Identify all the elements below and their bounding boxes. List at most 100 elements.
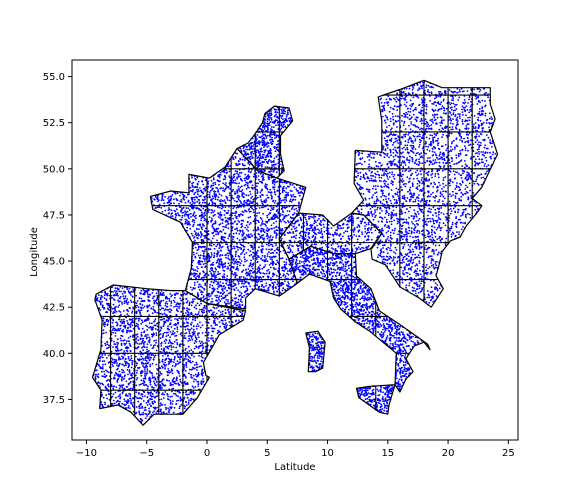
data-point <box>156 381 158 383</box>
data-point <box>197 267 200 270</box>
data-point <box>170 358 173 361</box>
data-point <box>240 276 243 278</box>
data-point <box>270 194 272 197</box>
data-point <box>207 292 210 295</box>
data-point <box>226 252 229 255</box>
data-point <box>119 324 122 327</box>
data-point <box>193 364 196 366</box>
data-point <box>208 243 211 245</box>
data-point <box>121 335 124 338</box>
data-point <box>244 236 247 239</box>
data-point <box>236 237 239 240</box>
data-point <box>186 300 189 302</box>
data-point <box>114 290 116 292</box>
data-point <box>148 349 150 352</box>
data-point <box>139 397 142 399</box>
data-point <box>221 254 224 257</box>
data-point <box>144 357 147 359</box>
data-point <box>152 377 154 379</box>
data-point <box>125 349 128 352</box>
data-point <box>249 216 252 218</box>
data-point <box>220 261 223 264</box>
data-point <box>272 215 275 218</box>
data-point <box>131 363 134 366</box>
data-point <box>236 206 239 209</box>
data-point <box>196 302 199 305</box>
data-point <box>161 210 164 213</box>
data-point <box>153 356 156 359</box>
data-point <box>106 292 109 295</box>
data-point <box>140 397 143 400</box>
data-point <box>275 234 278 237</box>
data-point <box>236 191 239 194</box>
data-point <box>107 354 110 357</box>
data-point <box>193 221 196 224</box>
data-point <box>197 383 200 385</box>
data-point <box>126 298 129 300</box>
data-point <box>274 193 277 196</box>
data-point <box>235 162 238 165</box>
data-point <box>208 247 210 250</box>
data-point <box>143 299 146 302</box>
data-point <box>292 276 295 278</box>
data-point <box>173 382 176 385</box>
data-point <box>159 371 162 373</box>
data-point <box>149 397 152 400</box>
data-point <box>116 347 119 350</box>
data-point <box>263 231 266 234</box>
data-point <box>213 252 216 255</box>
data-point <box>227 212 229 215</box>
data-point <box>201 260 204 263</box>
data-point <box>164 321 167 324</box>
data-point <box>167 334 170 337</box>
data-point <box>135 334 138 336</box>
data-point <box>193 193 196 196</box>
data-point <box>164 342 167 344</box>
data-point <box>114 287 117 290</box>
data-point <box>184 202 187 204</box>
data-point <box>174 318 176 320</box>
data-point <box>183 407 186 410</box>
data-point <box>219 200 222 203</box>
data-point <box>221 293 224 295</box>
data-point <box>140 374 143 377</box>
data-point <box>269 188 272 191</box>
data-point <box>222 189 224 192</box>
data-point <box>299 186 301 189</box>
data-point <box>255 275 258 278</box>
data-point <box>257 182 259 185</box>
data-point <box>166 305 169 308</box>
data-point <box>190 327 193 330</box>
data-point <box>144 375 147 378</box>
data-point <box>131 359 134 362</box>
data-point <box>135 301 137 304</box>
data-point <box>161 313 164 316</box>
data-point <box>185 318 187 321</box>
data-point <box>132 336 134 338</box>
data-point <box>142 377 145 380</box>
data-point <box>188 337 191 340</box>
data-point <box>203 287 206 290</box>
data-point <box>192 218 194 221</box>
data-point <box>218 295 221 298</box>
data-point <box>191 273 194 275</box>
data-point <box>167 357 170 360</box>
data-point <box>188 399 190 401</box>
data-point <box>221 222 224 225</box>
data-point <box>266 194 268 197</box>
data-point <box>176 199 179 202</box>
data-point <box>169 399 172 402</box>
data-point <box>242 285 245 288</box>
data-point <box>204 282 207 285</box>
data-point <box>213 210 216 212</box>
data-point <box>169 396 172 398</box>
data-point <box>103 373 106 375</box>
data-point <box>239 264 241 267</box>
data-point <box>234 193 237 195</box>
data-point <box>267 208 270 211</box>
data-point <box>189 186 192 189</box>
data-point <box>129 324 132 326</box>
data-point <box>156 329 159 331</box>
data-point <box>261 223 263 226</box>
data-point <box>216 198 219 201</box>
